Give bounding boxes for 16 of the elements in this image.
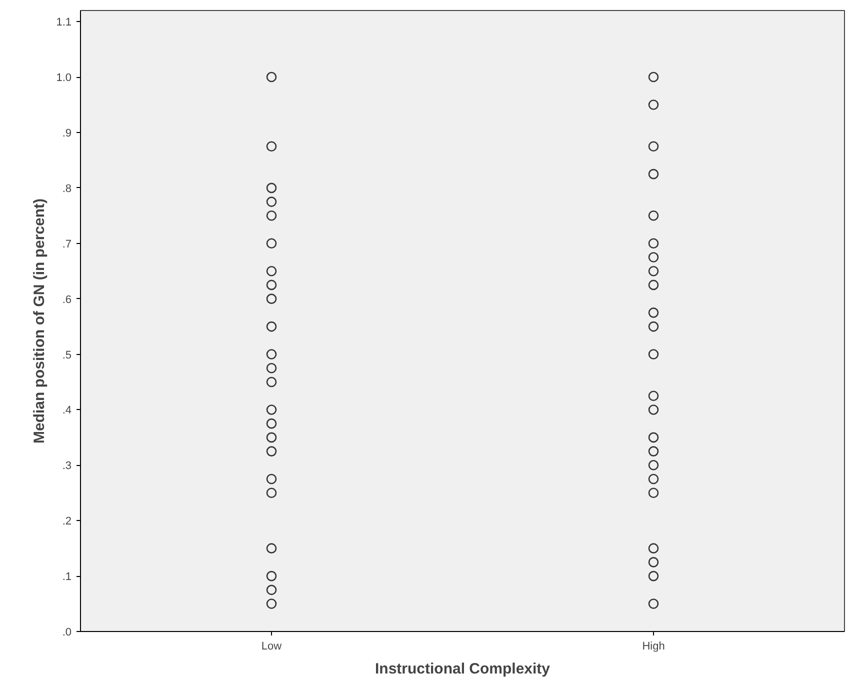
x-tick-label: High bbox=[642, 640, 665, 652]
y-tick-label: .3 bbox=[62, 460, 72, 472]
x-axis-title: Instructional Complexity bbox=[374, 660, 551, 678]
y-tick-label: 1.0 bbox=[56, 72, 72, 84]
y-tick-label: .2 bbox=[62, 516, 72, 528]
y-tick-label: .7 bbox=[62, 238, 72, 250]
y-axis-title: Median position of GN (in percent) bbox=[31, 198, 48, 444]
x-tick-label: Low bbox=[261, 640, 282, 652]
y-tick-label: .8 bbox=[62, 182, 72, 195]
y-tick-label: .5 bbox=[62, 349, 72, 362]
y-tick-label: .6 bbox=[62, 294, 72, 306]
y-tick-label: .1 bbox=[62, 571, 72, 584]
y-tick-label: .0 bbox=[62, 626, 72, 638]
y-tick-label: .4 bbox=[62, 404, 72, 417]
y-tick-label: .9 bbox=[62, 127, 72, 140]
y-tick-label: 1.1 bbox=[56, 16, 72, 29]
